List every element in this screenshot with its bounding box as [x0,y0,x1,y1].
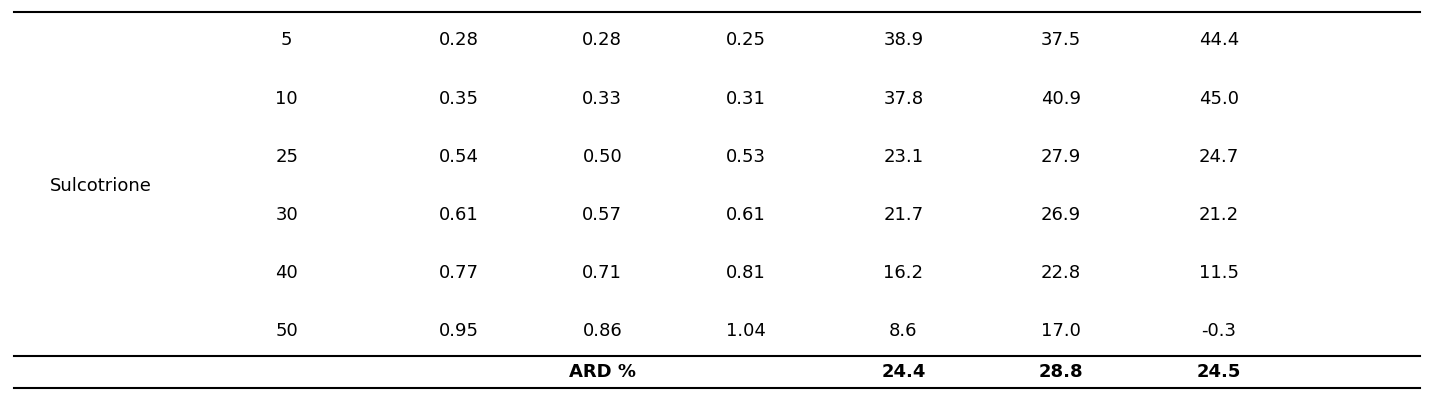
Text: 22.8: 22.8 [1041,264,1081,282]
Text: ARD %: ARD % [569,363,635,381]
Text: 37.8: 37.8 [883,90,923,107]
Text: 17.0: 17.0 [1041,322,1081,340]
Text: 16.2: 16.2 [883,264,923,282]
Text: 0.95: 0.95 [439,322,479,340]
Text: 0.53: 0.53 [726,148,766,166]
Text: 0.77: 0.77 [439,264,479,282]
Text: 21.7: 21.7 [883,206,923,224]
Text: 45.0: 45.0 [1199,90,1239,107]
Text: 0.31: 0.31 [726,90,766,107]
Text: 24.7: 24.7 [1199,148,1239,166]
Text: 5: 5 [281,32,293,49]
Text: 30: 30 [275,206,298,224]
Text: 0.57: 0.57 [582,206,622,224]
Text: 0.81: 0.81 [726,264,766,282]
Text: 37.5: 37.5 [1041,32,1081,49]
Text: 50: 50 [275,322,298,340]
Text: 0.61: 0.61 [439,206,479,224]
Text: Sulcotrione: Sulcotrione [49,177,152,195]
Text: 1.04: 1.04 [726,322,766,340]
Text: 0.28: 0.28 [439,32,479,49]
Text: 0.54: 0.54 [439,148,479,166]
Text: 40.9: 40.9 [1041,90,1081,107]
Text: 27.9: 27.9 [1041,148,1081,166]
Text: 0.28: 0.28 [582,32,622,49]
Text: 11.5: 11.5 [1199,264,1239,282]
Text: 0.35: 0.35 [439,90,479,107]
Text: 26.9: 26.9 [1041,206,1081,224]
Text: 28.8: 28.8 [1038,363,1084,381]
Text: 24.5: 24.5 [1197,363,1240,381]
Text: 0.86: 0.86 [582,322,622,340]
Text: 24.4: 24.4 [882,363,925,381]
Text: 0.50: 0.50 [582,148,622,166]
Text: 38.9: 38.9 [883,32,923,49]
Text: 40: 40 [275,264,298,282]
Text: 44.4: 44.4 [1199,32,1239,49]
Text: 23.1: 23.1 [883,148,923,166]
Text: 25: 25 [275,148,298,166]
Text: 0.33: 0.33 [582,90,622,107]
Text: 21.2: 21.2 [1199,206,1239,224]
Text: 0.25: 0.25 [726,32,766,49]
Text: 0.61: 0.61 [726,206,766,224]
Text: 8.6: 8.6 [889,322,918,340]
Text: 0.71: 0.71 [582,264,622,282]
Text: 10: 10 [275,90,298,107]
Text: -0.3: -0.3 [1202,322,1236,340]
